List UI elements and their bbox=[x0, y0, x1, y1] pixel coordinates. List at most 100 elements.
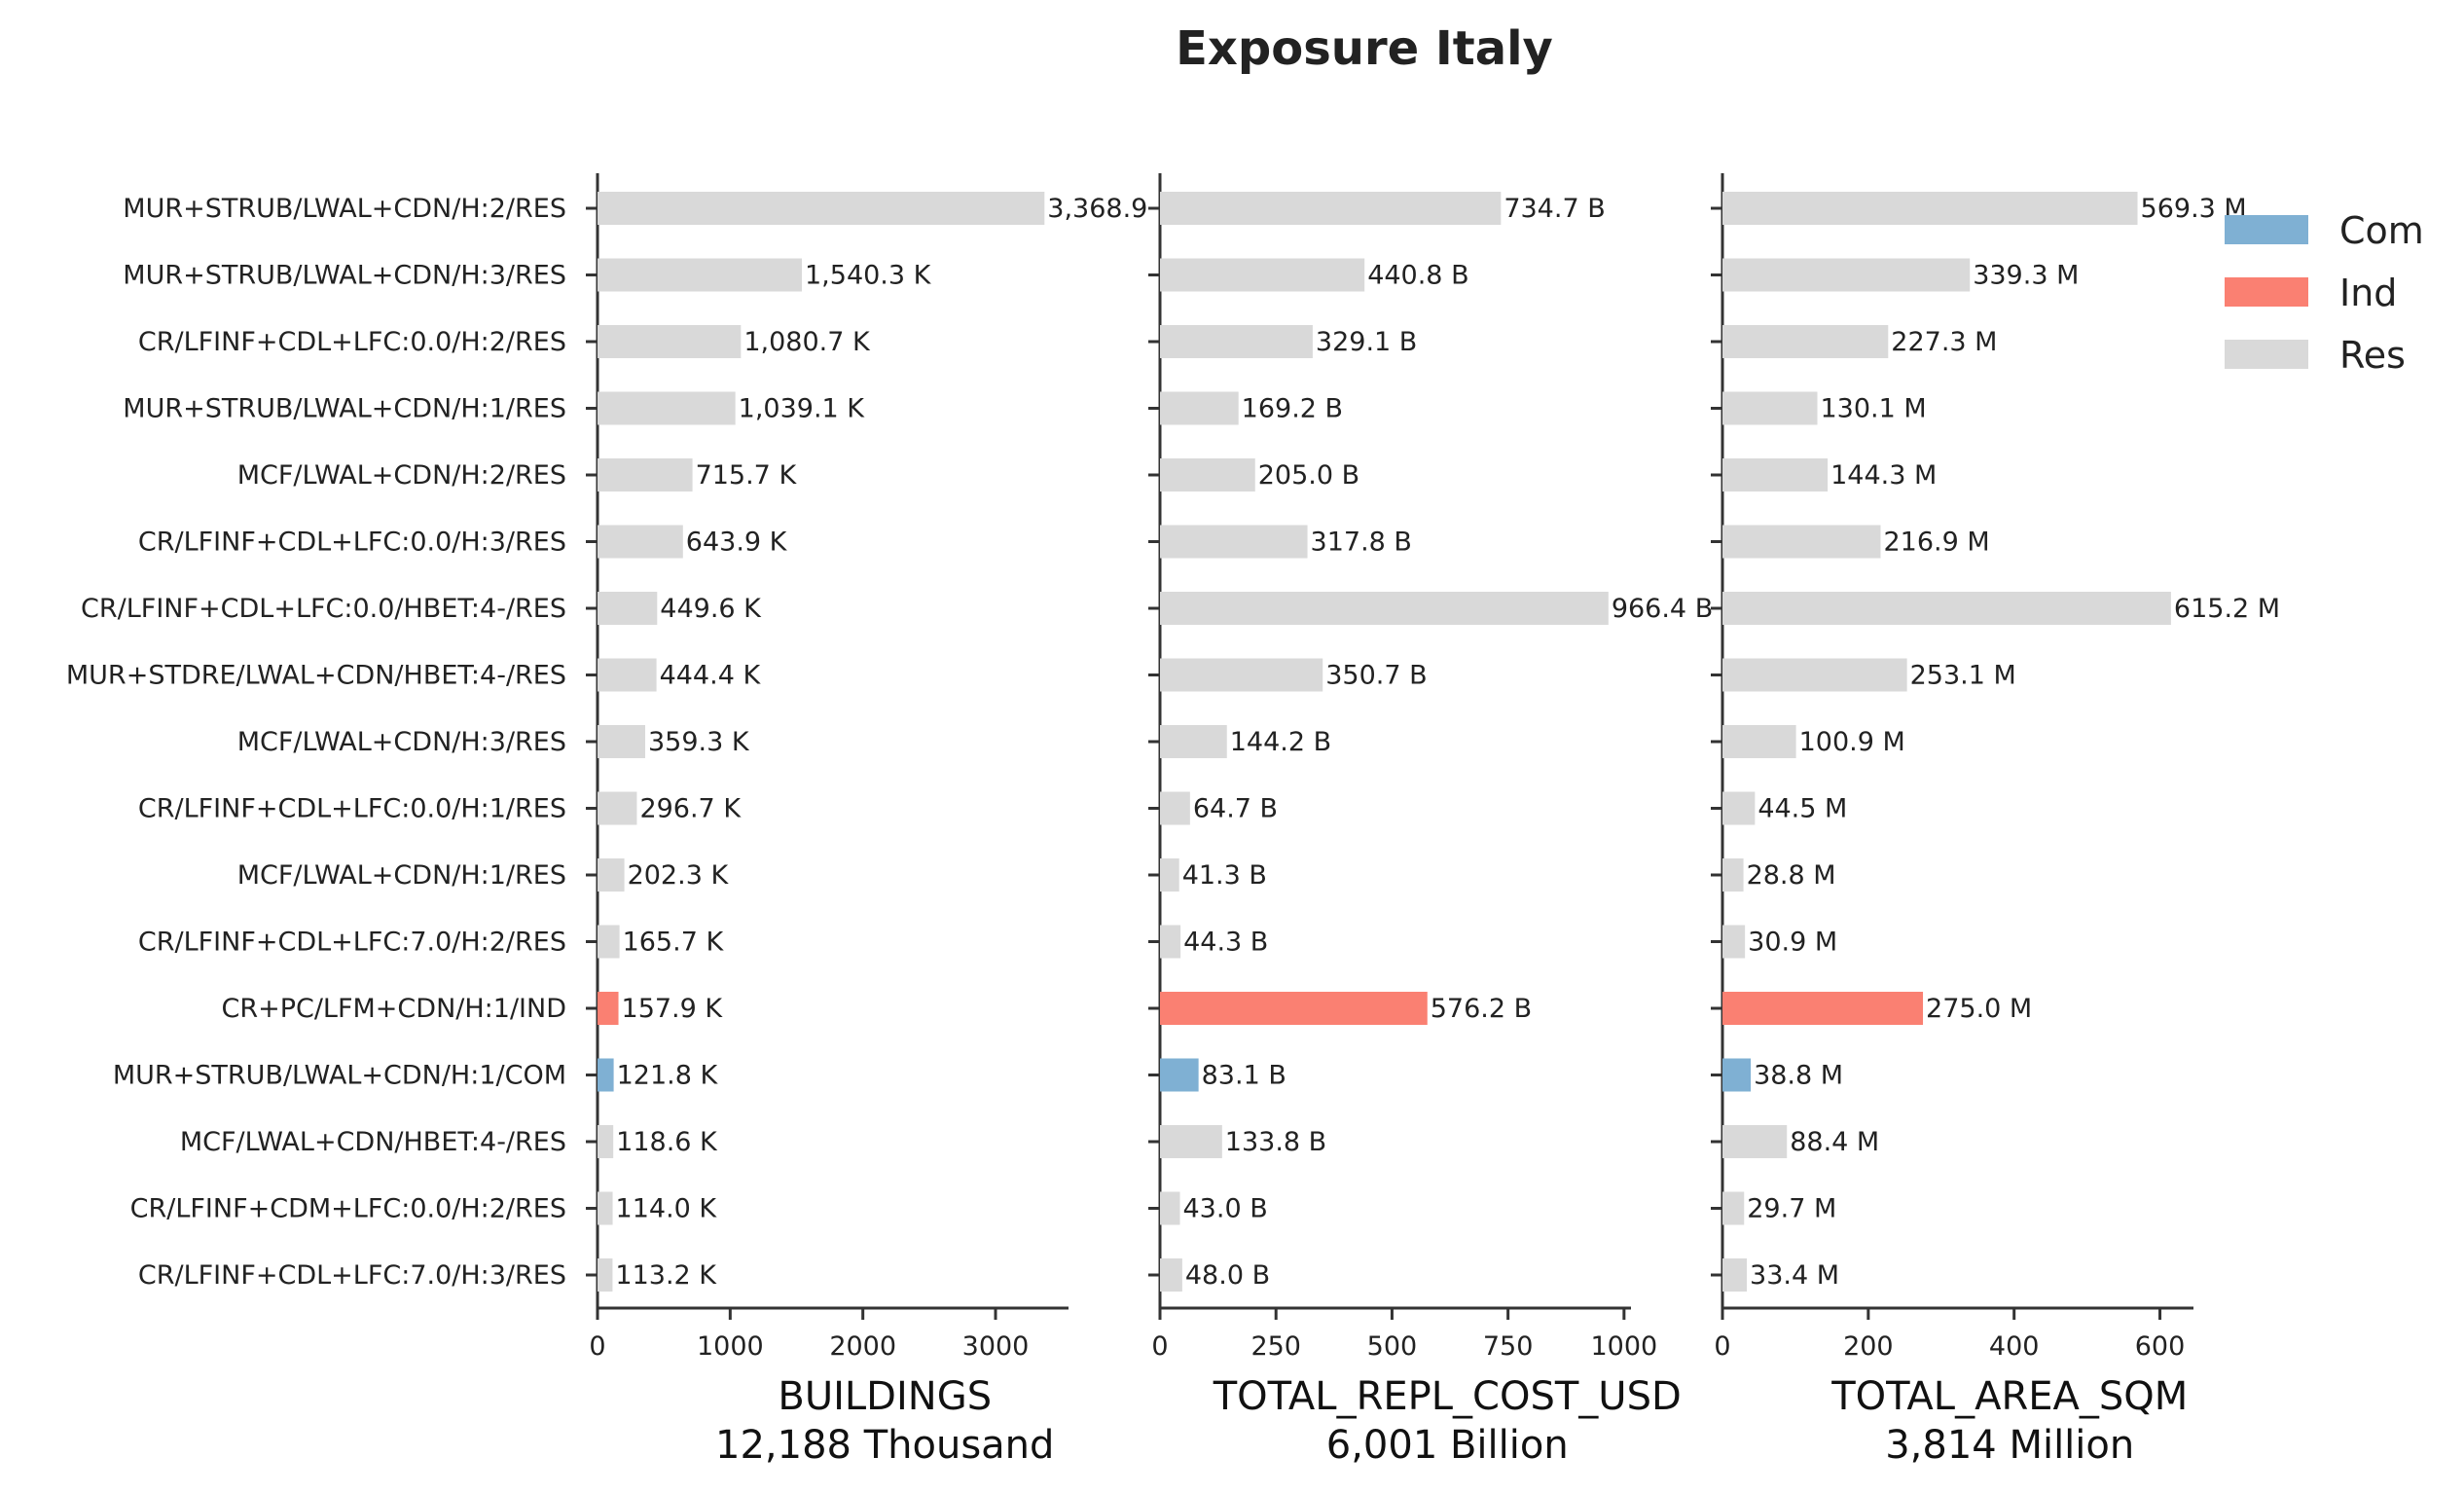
x-tick-label: 400 bbox=[1989, 1331, 2040, 1362]
value-label: 1,039.1 K bbox=[739, 394, 866, 424]
bar bbox=[598, 925, 620, 959]
category-label: CR/LFINF+CDL+LFC:0.0/H:1/RES bbox=[138, 794, 566, 824]
value-label: 253.1 M bbox=[1910, 661, 2016, 691]
category-label: MUR+STRUB/LWAL+CDN/H:2/RES bbox=[123, 194, 566, 224]
value-label: 29.7 M bbox=[1747, 1194, 1836, 1224]
category-label: CR/LFINF+CDL+LFC:0.0/H:3/RES bbox=[138, 528, 566, 558]
bar bbox=[1722, 1058, 1752, 1092]
value-label: 615.2 M bbox=[2174, 594, 2280, 624]
x-tick-label: 600 bbox=[2135, 1331, 2186, 1362]
value-label: 444.4 K bbox=[660, 661, 762, 691]
bar bbox=[598, 791, 637, 825]
bar bbox=[1160, 391, 1239, 425]
value-label: 130.1 M bbox=[1820, 394, 1926, 424]
chart-title: Exposure Italy bbox=[1176, 21, 1553, 76]
value-label: 88.4 M bbox=[1790, 1127, 1879, 1157]
category-label: MCF/LWAL+CDN/H:1/RES bbox=[237, 860, 566, 891]
value-label: 227.3 M bbox=[1891, 327, 1997, 357]
category-label: MUR+STRUB/LWAL+CDN/H:3/RES bbox=[123, 261, 566, 291]
bar bbox=[598, 1125, 614, 1158]
bar bbox=[1160, 791, 1190, 825]
value-label: 339.3 M bbox=[1973, 261, 2079, 291]
value-label: 734.7 B bbox=[1504, 194, 1605, 224]
value-label: 317.8 B bbox=[1311, 528, 1412, 558]
legend-swatch bbox=[2225, 215, 2308, 244]
x-tick-label: 200 bbox=[1843, 1331, 1894, 1362]
bar bbox=[598, 658, 657, 692]
bar bbox=[598, 458, 693, 492]
value-label: 100.9 M bbox=[1799, 727, 1905, 757]
category-label: CR+PC/LFM+CDN/H:1/IND bbox=[221, 994, 566, 1024]
bar bbox=[1722, 925, 1746, 959]
value-label: 715.7 K bbox=[696, 460, 798, 491]
value-label: 133.8 B bbox=[1225, 1127, 1326, 1157]
value-label: 44.5 M bbox=[1757, 794, 1847, 824]
category-label: MCF/LWAL+CDN/HBET:4-/RES bbox=[180, 1127, 566, 1157]
value-label: 1,080.7 K bbox=[743, 327, 871, 357]
value-label: 64.7 B bbox=[1193, 794, 1278, 824]
value-label: 359.3 K bbox=[648, 727, 750, 757]
value-label: 165.7 K bbox=[623, 928, 725, 958]
bar bbox=[1160, 658, 1323, 692]
bar bbox=[1722, 391, 1818, 425]
bar bbox=[1722, 858, 1744, 892]
legend-label: Ind bbox=[2339, 272, 2397, 314]
bar bbox=[1722, 592, 2171, 625]
value-label: 169.2 B bbox=[1242, 394, 1343, 424]
bar bbox=[1722, 325, 1889, 358]
bar bbox=[1722, 258, 1971, 292]
x-axis-total: 12,188 Thousand bbox=[715, 1423, 1054, 1468]
bar bbox=[598, 992, 619, 1025]
value-label: 38.8 M bbox=[1754, 1061, 1843, 1091]
bar bbox=[598, 1258, 613, 1292]
bar bbox=[598, 192, 1045, 225]
value-label: 643.9 K bbox=[686, 528, 788, 558]
bar bbox=[1160, 992, 1428, 1025]
bar bbox=[1160, 525, 1308, 559]
value-label: 44.3 B bbox=[1183, 928, 1268, 958]
value-label: 121.8 K bbox=[617, 1061, 719, 1091]
value-label: 449.6 K bbox=[660, 594, 762, 624]
x-axis-total: 6,001 Billion bbox=[1326, 1423, 1569, 1468]
bar bbox=[1722, 658, 1907, 692]
x-tick-label: 0 bbox=[589, 1331, 605, 1362]
value-label: 118.6 K bbox=[616, 1127, 718, 1157]
legend-swatch bbox=[2225, 277, 2308, 307]
value-label: 350.7 B bbox=[1325, 661, 1427, 691]
bar bbox=[1722, 1258, 1748, 1292]
legend-label: Res bbox=[2339, 334, 2406, 377]
value-label: 114.0 K bbox=[616, 1194, 718, 1224]
bar bbox=[1160, 725, 1227, 758]
x-tick-label: 500 bbox=[1367, 1331, 1418, 1362]
bar bbox=[1160, 1191, 1180, 1225]
category-label: MUR+STRUB/LWAL+CDN/H:1/COM bbox=[113, 1061, 566, 1091]
x-tick-label: 750 bbox=[1483, 1331, 1534, 1362]
value-label: 157.9 K bbox=[622, 994, 724, 1024]
x-tick-label: 0 bbox=[1151, 1331, 1168, 1362]
bar bbox=[1722, 1191, 1745, 1225]
bar bbox=[1160, 458, 1255, 492]
x-tick-label: 250 bbox=[1250, 1331, 1301, 1362]
value-label: 48.0 B bbox=[1185, 1260, 1270, 1291]
x-tick-label: 1000 bbox=[697, 1331, 764, 1362]
bar bbox=[1160, 592, 1609, 625]
bar bbox=[1160, 258, 1365, 292]
bar bbox=[598, 858, 625, 892]
value-label: 1,540.3 K bbox=[805, 261, 932, 291]
bar bbox=[598, 325, 742, 358]
value-label: 30.9 M bbox=[1748, 928, 1837, 958]
bar bbox=[598, 258, 803, 292]
bar bbox=[598, 725, 645, 758]
bar bbox=[1722, 725, 1796, 758]
value-label: 28.8 M bbox=[1747, 860, 1836, 891]
bar bbox=[1722, 458, 1829, 492]
bar bbox=[1722, 1125, 1788, 1158]
value-label: 144.2 B bbox=[1230, 727, 1331, 757]
bar bbox=[1160, 925, 1181, 959]
value-label: 329.1 B bbox=[1316, 327, 1417, 357]
bar bbox=[1160, 325, 1313, 358]
x-tick-label: 1000 bbox=[1590, 1331, 1657, 1362]
legend-label: Com bbox=[2339, 209, 2424, 252]
bar bbox=[1160, 858, 1179, 892]
x-axis-title: TOTAL_REPL_COST_USD bbox=[1213, 1374, 1682, 1419]
